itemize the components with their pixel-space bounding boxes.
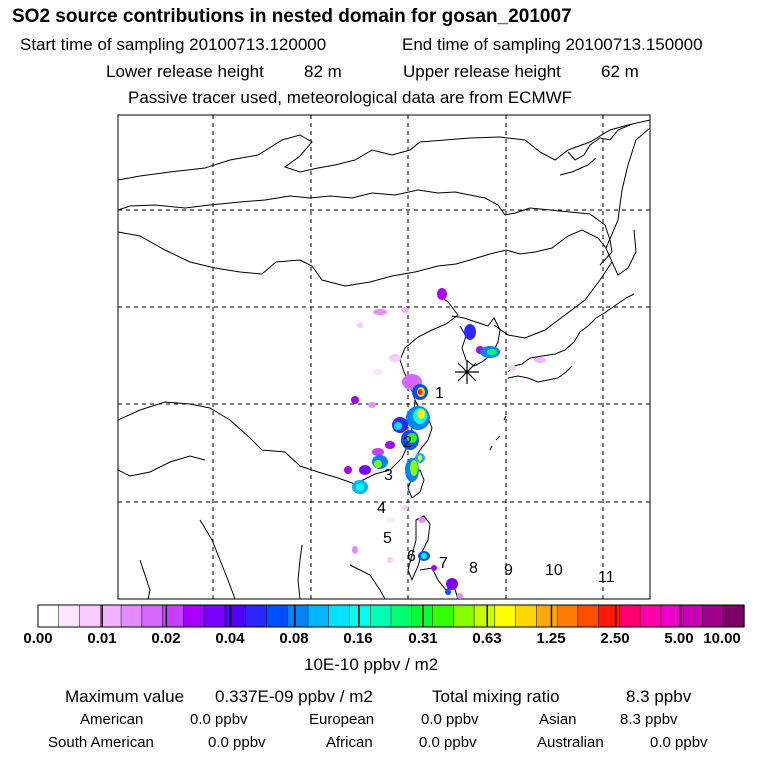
colorbar-swatch	[58, 604, 81, 628]
colorbar-swatch	[639, 604, 662, 628]
colorbar-swatch	[328, 604, 351, 628]
colorbar-swatch	[515, 604, 538, 628]
upper-release-label: Upper release height	[403, 62, 561, 81]
colorbar-swatch	[141, 604, 164, 628]
colorbar-tick-label: 0.63	[472, 630, 502, 647]
region-label-3: 3	[384, 467, 393, 484]
region-label-10: 10	[545, 562, 563, 579]
max-value-label: Maximum value	[65, 687, 185, 706]
colorbar-major-ticks	[101, 605, 681, 627]
region-value-african: 0.0 ppbv	[419, 734, 477, 751]
region-value-american: 0.0 ppbv	[190, 711, 248, 728]
colorbar-tick-label: 0.04	[215, 630, 245, 647]
colorbar-swatch	[453, 604, 475, 628]
colorbar-swatch	[37, 604, 60, 628]
coastlines	[118, 119, 650, 599]
colorbar-swatch	[432, 604, 454, 628]
colorbar-frame	[37, 604, 745, 628]
contribution-plume	[344, 288, 546, 599]
max-value: 0.337E-09 ppbv / m2	[215, 687, 373, 706]
lower-release-value: 82 m	[304, 62, 342, 81]
region-name-european: European	[309, 711, 375, 728]
region-label-6: 6	[407, 548, 416, 565]
map-gridlines	[118, 115, 650, 599]
colorbar-swatch	[79, 604, 101, 628]
receptor-site-marker	[455, 360, 479, 384]
colorbar-tick-label: 2.50	[600, 630, 630, 647]
colorbar-swatch	[307, 604, 330, 628]
colorbar-swatch	[473, 604, 496, 628]
region-name-american: American	[80, 711, 144, 728]
colorbar-tick-label: 5.00	[664, 630, 694, 647]
colorbar-tick-label: 1.25	[536, 630, 566, 647]
colorbar-swatch	[681, 604, 704, 628]
colorbar-units: 10E-10 ppbv / m2	[304, 655, 439, 674]
region-value-south-american: 0.0 ppbv	[208, 734, 266, 751]
map-frame	[117, 114, 651, 600]
colorbar-swatch	[722, 604, 745, 628]
colorbar-swatch	[120, 604, 143, 628]
total-mixing-label: Total mixing ratio	[432, 687, 560, 706]
colorbar-swatch	[224, 604, 247, 628]
colorbar-swatch	[660, 604, 683, 628]
region-label-5: 5	[383, 530, 392, 547]
colorbar-swatch	[598, 604, 621, 628]
colorbar-tick-label: 0.08	[279, 630, 309, 647]
chart-title: SO2 source contributions in nested domai…	[12, 6, 572, 27]
colorbar-tick-label: 0.16	[343, 630, 373, 647]
region-name-south-american: South American	[48, 734, 154, 751]
region-name-asian: Asian	[539, 711, 577, 728]
colorbar-swatch	[369, 604, 392, 628]
colorbar-tick-label: 0.02	[151, 630, 181, 647]
colorbar-tick-label: 0.00	[23, 630, 53, 647]
region-label-9: 9	[504, 562, 513, 579]
region-value-european: 0.0 ppbv	[421, 711, 479, 728]
colorbar-swatch	[577, 604, 600, 628]
region-label-11: 11	[598, 569, 615, 586]
colorbar-tick-label: 10.00	[703, 630, 741, 647]
region-value-asian: 8.3 ppbv	[620, 711, 678, 728]
colorbar-swatch	[536, 604, 558, 628]
region-name-australian: Australian	[537, 734, 604, 751]
end-time-label: End time of sampling 20100713.150000	[402, 35, 703, 54]
region-label-4: 4	[377, 500, 386, 517]
region-label-7: 7	[439, 555, 448, 572]
colorbar-swatch	[349, 604, 371, 628]
colorbar-swatch	[286, 604, 309, 628]
region-label-2: 2	[403, 434, 412, 451]
colorbar-swatch	[245, 604, 268, 628]
colorbar-swatch	[702, 604, 724, 628]
colorbar-swatch	[619, 604, 641, 628]
region-label-8: 8	[469, 560, 478, 577]
region-name-african: African	[326, 734, 373, 751]
tracer-note: Passive tracer used, meteorological data…	[128, 88, 573, 107]
colorbar-swatch	[390, 604, 413, 628]
start-time-label: Start time of sampling 20100713.120000	[20, 35, 327, 54]
region-label-1: 1	[435, 385, 444, 402]
colorbar-swatch	[100, 604, 122, 628]
colorbar-swatch	[556, 604, 579, 628]
colorbar-swatch	[183, 604, 205, 628]
region-value-australian: 0.0 ppbv	[650, 734, 708, 751]
upper-release-value: 62 m	[601, 62, 639, 81]
colorbar-swatch	[203, 604, 226, 628]
lower-release-label: Lower release height	[106, 62, 264, 81]
colorbar-swatch	[494, 604, 517, 628]
total-mixing-value: 8.3 ppbv	[626, 687, 692, 706]
colorbar-tick-label: 0.01	[87, 630, 117, 647]
colorbar	[37, 604, 745, 628]
colorbar-swatch	[266, 604, 288, 628]
colorbar-tick-label: 0.31	[408, 630, 438, 647]
